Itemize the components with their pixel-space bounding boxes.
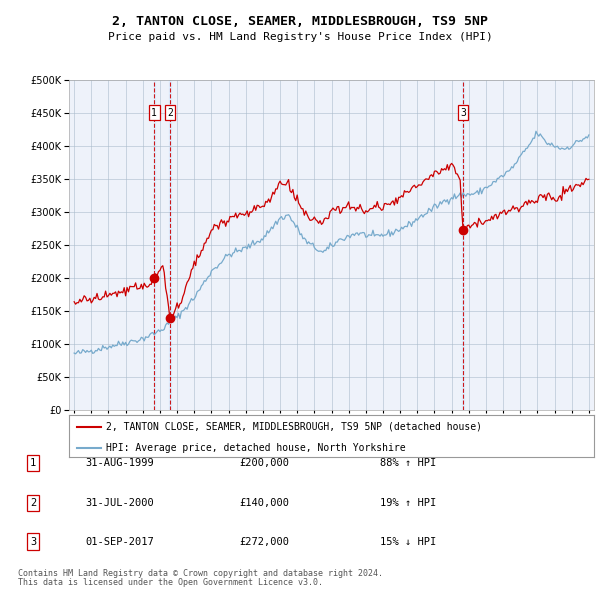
Text: £140,000: £140,000 [239, 498, 289, 507]
Text: 19% ↑ HPI: 19% ↑ HPI [380, 498, 436, 507]
Text: Contains HM Land Registry data © Crown copyright and database right 2024.: Contains HM Land Registry data © Crown c… [18, 569, 383, 578]
Text: £272,000: £272,000 [239, 537, 289, 546]
Text: 1: 1 [30, 458, 36, 468]
Text: 2, TANTON CLOSE, SEAMER, MIDDLESBROUGH, TS9 5NP (detached house): 2, TANTON CLOSE, SEAMER, MIDDLESBROUGH, … [106, 422, 482, 432]
Text: 31-JUL-2000: 31-JUL-2000 [86, 498, 154, 507]
Text: 15% ↓ HPI: 15% ↓ HPI [380, 537, 436, 546]
Text: 2, TANTON CLOSE, SEAMER, MIDDLESBROUGH, TS9 5NP: 2, TANTON CLOSE, SEAMER, MIDDLESBROUGH, … [112, 15, 488, 28]
Text: 2: 2 [167, 108, 173, 117]
Text: 31-AUG-1999: 31-AUG-1999 [86, 458, 154, 468]
Text: 3: 3 [30, 537, 36, 546]
Bar [169, 80, 170, 410]
Text: This data is licensed under the Open Government Licence v3.0.: This data is licensed under the Open Gov… [18, 578, 323, 588]
Text: 01-SEP-2017: 01-SEP-2017 [86, 537, 154, 546]
Text: 88% ↑ HPI: 88% ↑ HPI [380, 458, 436, 468]
Text: £200,000: £200,000 [239, 458, 289, 468]
Text: Price paid vs. HM Land Registry's House Price Index (HPI): Price paid vs. HM Land Registry's House … [107, 32, 493, 42]
Text: 1: 1 [151, 108, 157, 117]
Text: HPI: Average price, detached house, North Yorkshire: HPI: Average price, detached house, Nort… [106, 443, 406, 453]
Bar [154, 80, 155, 410]
Text: 2: 2 [30, 498, 36, 507]
Text: 3: 3 [460, 108, 466, 117]
Bar [463, 80, 464, 410]
